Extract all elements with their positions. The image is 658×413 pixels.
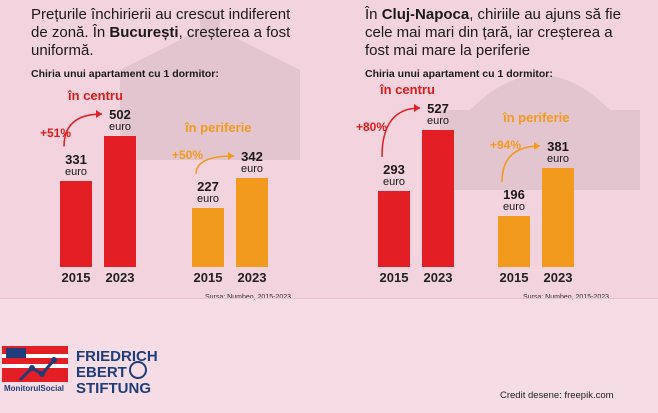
value-label-periphery-2015: 196 euro <box>492 187 536 214</box>
value-unit: euro <box>64 165 88 178</box>
bar-periphery-2015 <box>498 216 530 267</box>
value-unit: euro <box>426 114 450 127</box>
value-number: 381 <box>547 138 569 154</box>
source-note: Sursa: Numbeo, 2015-2023 <box>523 294 609 301</box>
value-number: 293 <box>383 161 405 177</box>
value-label-center-2023: 502 euro <box>98 107 142 134</box>
arrow-center <box>381 103 421 157</box>
building-illustration-right <box>440 75 640 190</box>
year-label-2015: 2015 <box>499 270 529 285</box>
zone-label-periphery: în periferie <box>185 120 252 136</box>
value-unit: euro <box>546 152 570 165</box>
year-label-2023: 2023 <box>237 270 267 285</box>
value-label-center-2015: 331 euro <box>54 151 98 178</box>
arrow-center <box>63 110 103 147</box>
value-number: 196 <box>503 187 525 203</box>
bar-center-2023 <box>104 136 136 267</box>
value-label-periphery-2023: 381 euro <box>536 138 580 165</box>
bar-center-2015 <box>378 190 410 267</box>
value-unit: euro <box>108 121 132 134</box>
headline-bucharest: Prețurile închirierii au crescut indifer… <box>31 6 291 59</box>
year-label-2023: 2023 <box>543 270 573 285</box>
fes-line-1: FRIEDRICH <box>76 348 158 365</box>
cluj-panel: În Cluj-Napoca, chiriile au ajuns să fie… <box>330 0 650 310</box>
year-label-2015: 2015 <box>193 270 223 285</box>
value-number: 502 <box>109 107 131 123</box>
value-number: 331 <box>65 151 87 167</box>
value-unit: euro <box>240 163 264 176</box>
headline-cluj: În Cluj-Napoca, chiriile au ajuns să fie… <box>365 6 621 59</box>
divider <box>0 298 658 299</box>
value-number: 227 <box>197 178 219 194</box>
year-label-2023: 2023 <box>105 270 135 285</box>
value-number: 527 <box>427 100 449 116</box>
source-note: Sursa: Numbeo, 2015-2023 <box>205 294 291 301</box>
year-label-2015: 2015 <box>379 270 409 285</box>
monitorul-social-logo <box>2 346 68 382</box>
arrow-periphery <box>501 141 541 183</box>
zone-label-center: în centru <box>380 81 435 97</box>
fes-line-2: EBERT <box>76 364 127 381</box>
fes-line-3: STIFTUNG <box>76 380 151 397</box>
friedrich-ebert-stiftung-logo: FRIEDRICH EBERT STIFTUNG <box>76 348 158 397</box>
bar-center-2015 <box>60 180 92 267</box>
building-illustration-left <box>120 10 300 160</box>
zone-label-periphery: în periferie <box>503 109 570 125</box>
bar-periphery-2023 <box>542 167 574 267</box>
value-label-periphery-2023: 342 euro <box>230 149 274 176</box>
bar-center-2023 <box>422 129 454 267</box>
change-center: +80% <box>356 119 388 134</box>
change-periphery: +94% <box>490 137 522 152</box>
bar-periphery-2023 <box>236 178 268 267</box>
change-center: +51% <box>40 126 72 141</box>
value-label-periphery-2015: 227 euro <box>186 178 230 205</box>
subhead-cluj: Chiria unui apartament cu 1 dormitor: <box>365 68 553 80</box>
year-label-2015: 2015 <box>61 270 91 285</box>
credit-text: Credit desene: freepik.com <box>500 390 614 401</box>
value-label-center-2015: 293 euro <box>372 161 416 188</box>
monitorul-social-logo-text: MonitorulSocial <box>4 384 64 393</box>
subhead-bucharest: Chiria unui apartament cu 1 dormitor: <box>31 68 219 80</box>
value-unit: euro <box>196 192 220 205</box>
value-unit: euro <box>502 201 526 214</box>
year-label-2023: 2023 <box>423 270 453 285</box>
zone-label-center: în centru <box>68 88 123 104</box>
change-periphery: +50% <box>172 148 204 163</box>
value-label-center-2023: 527 euro <box>416 100 460 127</box>
bar-periphery-2015 <box>192 207 224 267</box>
arrow-periphery <box>195 152 235 175</box>
value-number: 342 <box>241 149 263 165</box>
value-unit: euro <box>382 175 406 188</box>
bucharest-panel: Prețurile închirierii au crescut indifer… <box>0 0 320 310</box>
